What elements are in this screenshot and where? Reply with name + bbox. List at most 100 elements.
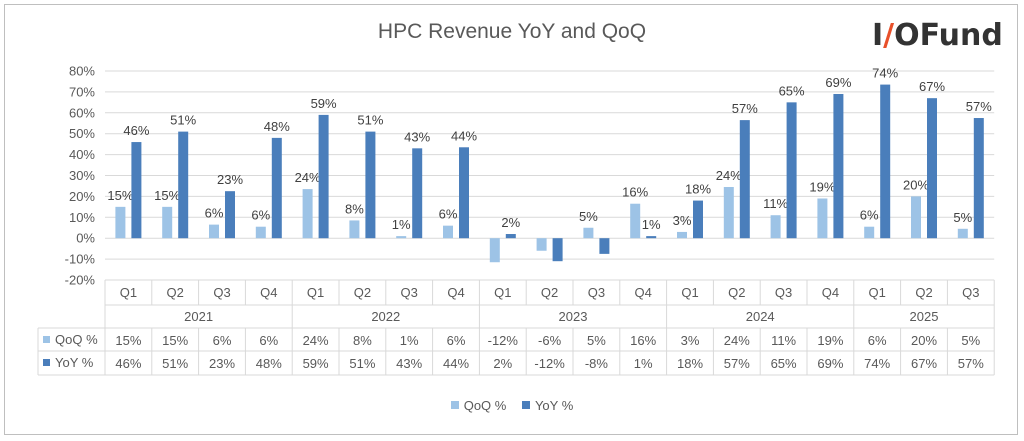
qoq-data-label: 3%	[673, 213, 692, 228]
yoy-bar	[412, 148, 423, 239]
table-cell: -6%	[538, 333, 562, 348]
table-row-label: QoQ %	[55, 332, 98, 347]
qoq-bar	[630, 203, 641, 239]
y-tick-label: 40%	[69, 147, 95, 162]
qoq-bar	[583, 227, 594, 239]
x-tick-label: Q4	[635, 285, 652, 300]
yoy-data-label: 69%	[825, 75, 851, 90]
legend: QoQ % YoY %	[0, 397, 1024, 413]
qoq-bar	[911, 196, 921, 239]
qoq-data-label: 11%	[763, 196, 788, 211]
qoq-data-label: 15%	[107, 188, 133, 203]
table-cell: 24%	[724, 333, 750, 348]
yoy-data-label: 48%	[264, 119, 290, 134]
y-tick-label: 0%	[76, 231, 95, 246]
yoy-data-label: 44%	[451, 128, 477, 143]
x-tick-label: Q3	[213, 285, 230, 300]
yoy-data-label: 2%	[501, 215, 520, 230]
qoq-bar	[209, 224, 219, 239]
table-cell: 59%	[303, 356, 329, 371]
table-cell: 8%	[353, 333, 372, 348]
year-label: 2023	[559, 309, 588, 324]
qoq-data-label: 8%	[345, 201, 364, 216]
yoy-bar	[365, 131, 376, 239]
x-tick-label: Q2	[541, 285, 558, 300]
qoq-data-label: 5%	[579, 209, 598, 224]
yoy-bar	[833, 93, 844, 239]
yoy-bar	[599, 238, 610, 254]
table-cell: -12%	[534, 356, 565, 371]
yoy-bar	[225, 191, 235, 239]
legend-item-qoq: QoQ %	[450, 397, 507, 413]
x-tick-label: Q2	[728, 285, 745, 300]
table-cell: 1%	[634, 356, 653, 371]
table-cell: 44%	[443, 356, 469, 371]
qoq-bar	[162, 206, 173, 239]
table-cell: 57%	[724, 356, 750, 371]
chart-frame	[4, 4, 1018, 435]
qoq-bar	[723, 186, 734, 239]
yoy-data-label: 74%	[872, 66, 898, 81]
table-cell: 16%	[630, 333, 656, 348]
table-cell: 24%	[303, 333, 329, 348]
table-cell: 18%	[677, 356, 703, 371]
table-cell: 20%	[911, 333, 937, 348]
qoq-bar	[677, 231, 687, 239]
yoy-data-label: 23%	[217, 172, 243, 187]
x-tick-label: Q1	[681, 285, 698, 300]
yoy-data-label: 1%	[642, 217, 661, 232]
x-tick-label: Q1	[869, 285, 886, 300]
qoq-data-label: 19%	[809, 179, 835, 194]
qoq-bar	[443, 225, 453, 239]
yoy-data-label: 57%	[966, 99, 992, 114]
yoy-bar	[880, 84, 891, 239]
table-cell: 2%	[493, 356, 512, 371]
yoy-bar	[459, 147, 469, 239]
qoq-bar	[255, 226, 266, 239]
qoq-bar	[302, 189, 313, 239]
table-cell: 57%	[958, 356, 984, 371]
x-tick-label: Q4	[822, 285, 839, 300]
year-label: 2021	[184, 309, 213, 324]
qoq-data-label: 6%	[205, 206, 224, 221]
table-cell: 74%	[864, 356, 890, 371]
qoq-bar	[396, 236, 407, 239]
legend-swatch-yoy	[521, 401, 530, 409]
y-tick-label: 70%	[69, 84, 95, 99]
qoq-data-label: 5%	[953, 210, 972, 225]
yoy-data-label: 51%	[357, 113, 383, 128]
yoy-bar	[318, 114, 329, 239]
year-label: 2024	[746, 309, 775, 324]
qoq-data-label: 24%	[295, 170, 321, 185]
qoq-bar	[770, 215, 781, 239]
yoy-data-label: 18%	[685, 182, 711, 197]
yoy-bar	[505, 234, 516, 239]
x-tick-label: Q2	[167, 285, 184, 300]
qoq-bar	[817, 198, 828, 239]
table-cell: 69%	[817, 356, 843, 371]
qoq-bar	[536, 238, 547, 251]
x-tick-label: Q1	[307, 285, 324, 300]
qoq-data-label: 6%	[251, 208, 270, 223]
y-tick-label: -10%	[65, 252, 96, 267]
qoq-data-label: 16%	[622, 185, 648, 200]
yoy-bar	[131, 142, 142, 239]
legend-label-qoq: QoQ %	[463, 397, 507, 413]
qoq-data-label: 6%	[860, 208, 879, 223]
table-cell: 15%	[115, 333, 141, 348]
yoy-data-label: 59%	[311, 96, 337, 111]
y-tick-label: 80%	[69, 64, 95, 79]
x-tick-label: Q1	[120, 285, 137, 300]
yoy-bar	[271, 137, 282, 239]
yoy-bar	[739, 120, 750, 239]
table-cell: 51%	[349, 356, 375, 371]
qoq-bar	[115, 206, 126, 239]
y-tick-label: 20%	[69, 189, 95, 204]
x-tick-label: Q2	[915, 285, 932, 300]
table-cell: -12%	[488, 333, 519, 348]
table-row-label: YoY %	[55, 355, 94, 370]
year-label: 2025	[910, 309, 939, 324]
table-cell: 65%	[771, 356, 797, 371]
y-tick-label: 30%	[69, 168, 95, 183]
table-cell: 6%	[259, 333, 278, 348]
